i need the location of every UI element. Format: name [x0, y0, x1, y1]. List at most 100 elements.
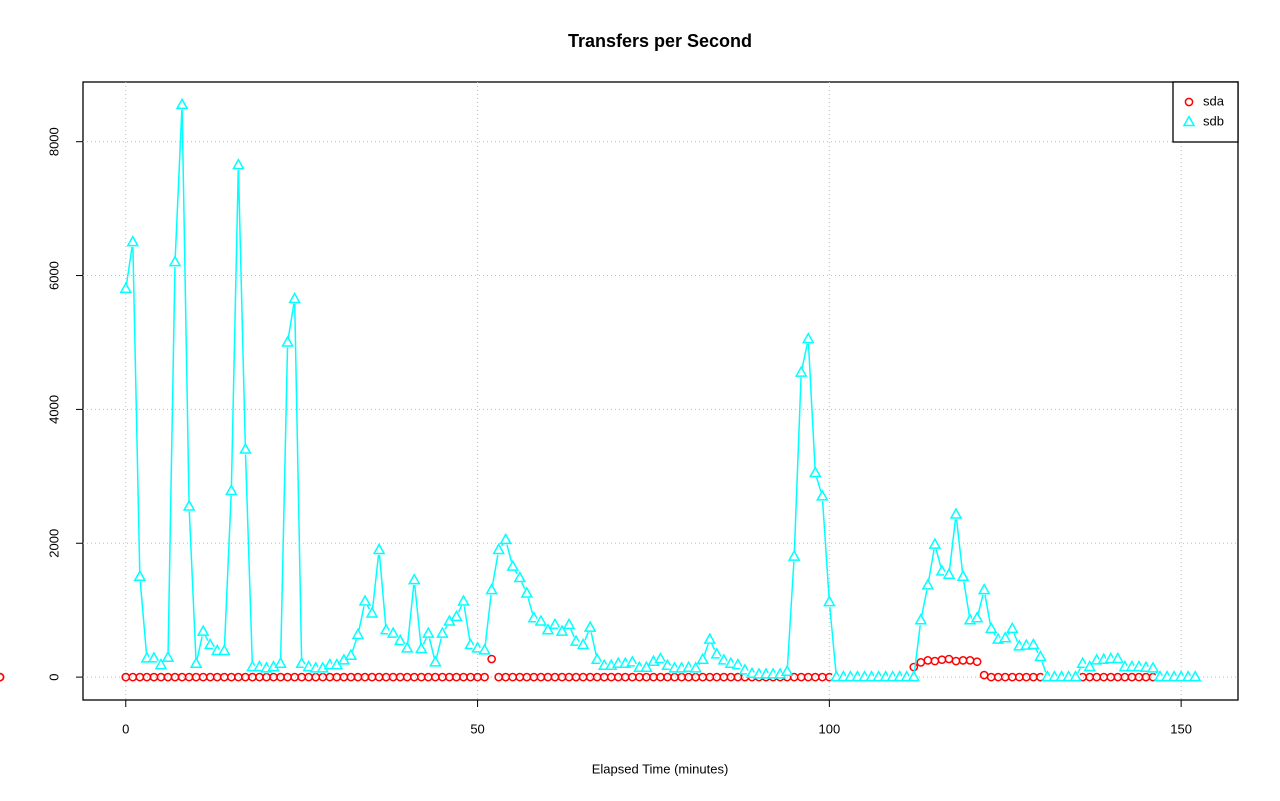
circle-point	[599, 672, 609, 682]
triangle-point	[239, 442, 252, 454]
circle-point	[972, 657, 982, 667]
circle-point	[1007, 672, 1017, 682]
triangle-point	[520, 586, 534, 598]
triangle-point	[189, 656, 203, 668]
circle-point	[466, 672, 475, 682]
triangle-point	[386, 626, 400, 638]
circle-point	[698, 672, 708, 682]
triangle-point	[801, 332, 815, 344]
triangle-point	[731, 658, 745, 670]
triangle-point	[1076, 656, 1089, 668]
triangle-point	[175, 97, 189, 110]
circle-point	[1134, 672, 1144, 682]
triangle-point	[154, 658, 168, 670]
triangle-point	[133, 569, 147, 581]
circle-point	[958, 656, 968, 665]
triangle-point	[534, 614, 548, 626]
triangle-point	[640, 660, 653, 672]
y-tick-label: 2000	[46, 529, 61, 558]
triangle-point	[626, 655, 639, 667]
triangle-point	[1027, 637, 1040, 650]
triangle-point	[499, 532, 512, 545]
triangle-point	[506, 559, 520, 571]
y-tick-label: 6000	[46, 261, 61, 290]
circle-point	[290, 672, 299, 682]
triangle-point	[823, 595, 836, 607]
triangle-point	[710, 647, 724, 659]
circle-point	[480, 672, 489, 682]
triangle-point	[218, 643, 231, 656]
triangle-point	[1034, 649, 1047, 662]
triangle-point	[661, 658, 674, 670]
triangle-point	[485, 583, 498, 595]
triangle-point	[478, 643, 491, 655]
circle-point	[494, 672, 504, 682]
triangle-point	[907, 670, 921, 682]
triangle-point	[471, 641, 484, 653]
circle-point	[452, 672, 461, 682]
triangle-point	[295, 656, 308, 668]
circle-point	[916, 658, 926, 667]
legend-label: sdb	[1203, 113, 1224, 128]
triangle-point	[703, 632, 717, 644]
circle-point	[318, 672, 328, 682]
triangle-point	[1083, 660, 1096, 672]
circle-point	[803, 672, 813, 682]
triangle-point	[450, 609, 463, 622]
triangle-point	[492, 542, 505, 555]
circle-point	[937, 655, 947, 665]
circle-point	[726, 672, 736, 682]
triangle-point	[232, 158, 245, 170]
circle-point	[522, 672, 532, 682]
triangle-point	[921, 578, 935, 590]
circle-point	[909, 662, 919, 672]
circle-point	[1106, 672, 1116, 682]
chart-title: Transfers per Second	[568, 31, 752, 51]
triangle-point	[119, 281, 133, 294]
triangle-point	[161, 650, 175, 662]
triangle-point	[654, 651, 667, 664]
triangle-point	[724, 656, 738, 668]
circle-point	[571, 672, 581, 682]
triangle-point	[436, 626, 449, 638]
circle-point	[951, 656, 961, 666]
triangle-point	[400, 641, 414, 653]
triangle-point	[914, 613, 928, 625]
triangle-point	[253, 660, 266, 672]
x-tick-label: 100	[819, 721, 841, 736]
circle-point	[142, 672, 152, 682]
triangle-point	[738, 663, 752, 675]
triangle-point	[288, 291, 301, 304]
triangle-point	[344, 648, 358, 660]
x-tick-label: 50	[470, 721, 484, 736]
triangle-point	[689, 661, 702, 673]
legend-marker	[1184, 97, 1194, 107]
triangle-point	[274, 656, 287, 668]
circle-point	[346, 672, 356, 682]
triangle-point	[372, 542, 386, 555]
series-line	[125, 104, 1196, 678]
circle-point	[191, 672, 201, 682]
triangle-point	[203, 637, 217, 650]
triangle-point	[513, 571, 527, 583]
triangle-point	[956, 569, 970, 581]
triangle-point	[281, 335, 294, 347]
triangle-point	[548, 617, 562, 630]
y-tick-label: 0	[46, 673, 61, 680]
triangle-point	[182, 499, 196, 511]
triangle-point	[393, 633, 407, 646]
triangle-point	[415, 641, 428, 654]
triangle-point	[351, 627, 365, 640]
x-axis-label: Elapsed Time (minutes)	[592, 761, 729, 776]
circle-point	[550, 672, 560, 682]
triangle-point	[168, 255, 182, 267]
circle-point	[670, 672, 679, 682]
triangle-point	[1111, 651, 1125, 664]
triangle-point	[787, 549, 801, 561]
triangle-point	[379, 623, 393, 635]
legend-marker	[1182, 114, 1196, 127]
triangle-point	[780, 664, 794, 677]
circle-point	[395, 672, 405, 682]
triangle-point	[942, 567, 956, 579]
triangle-point	[809, 465, 822, 478]
